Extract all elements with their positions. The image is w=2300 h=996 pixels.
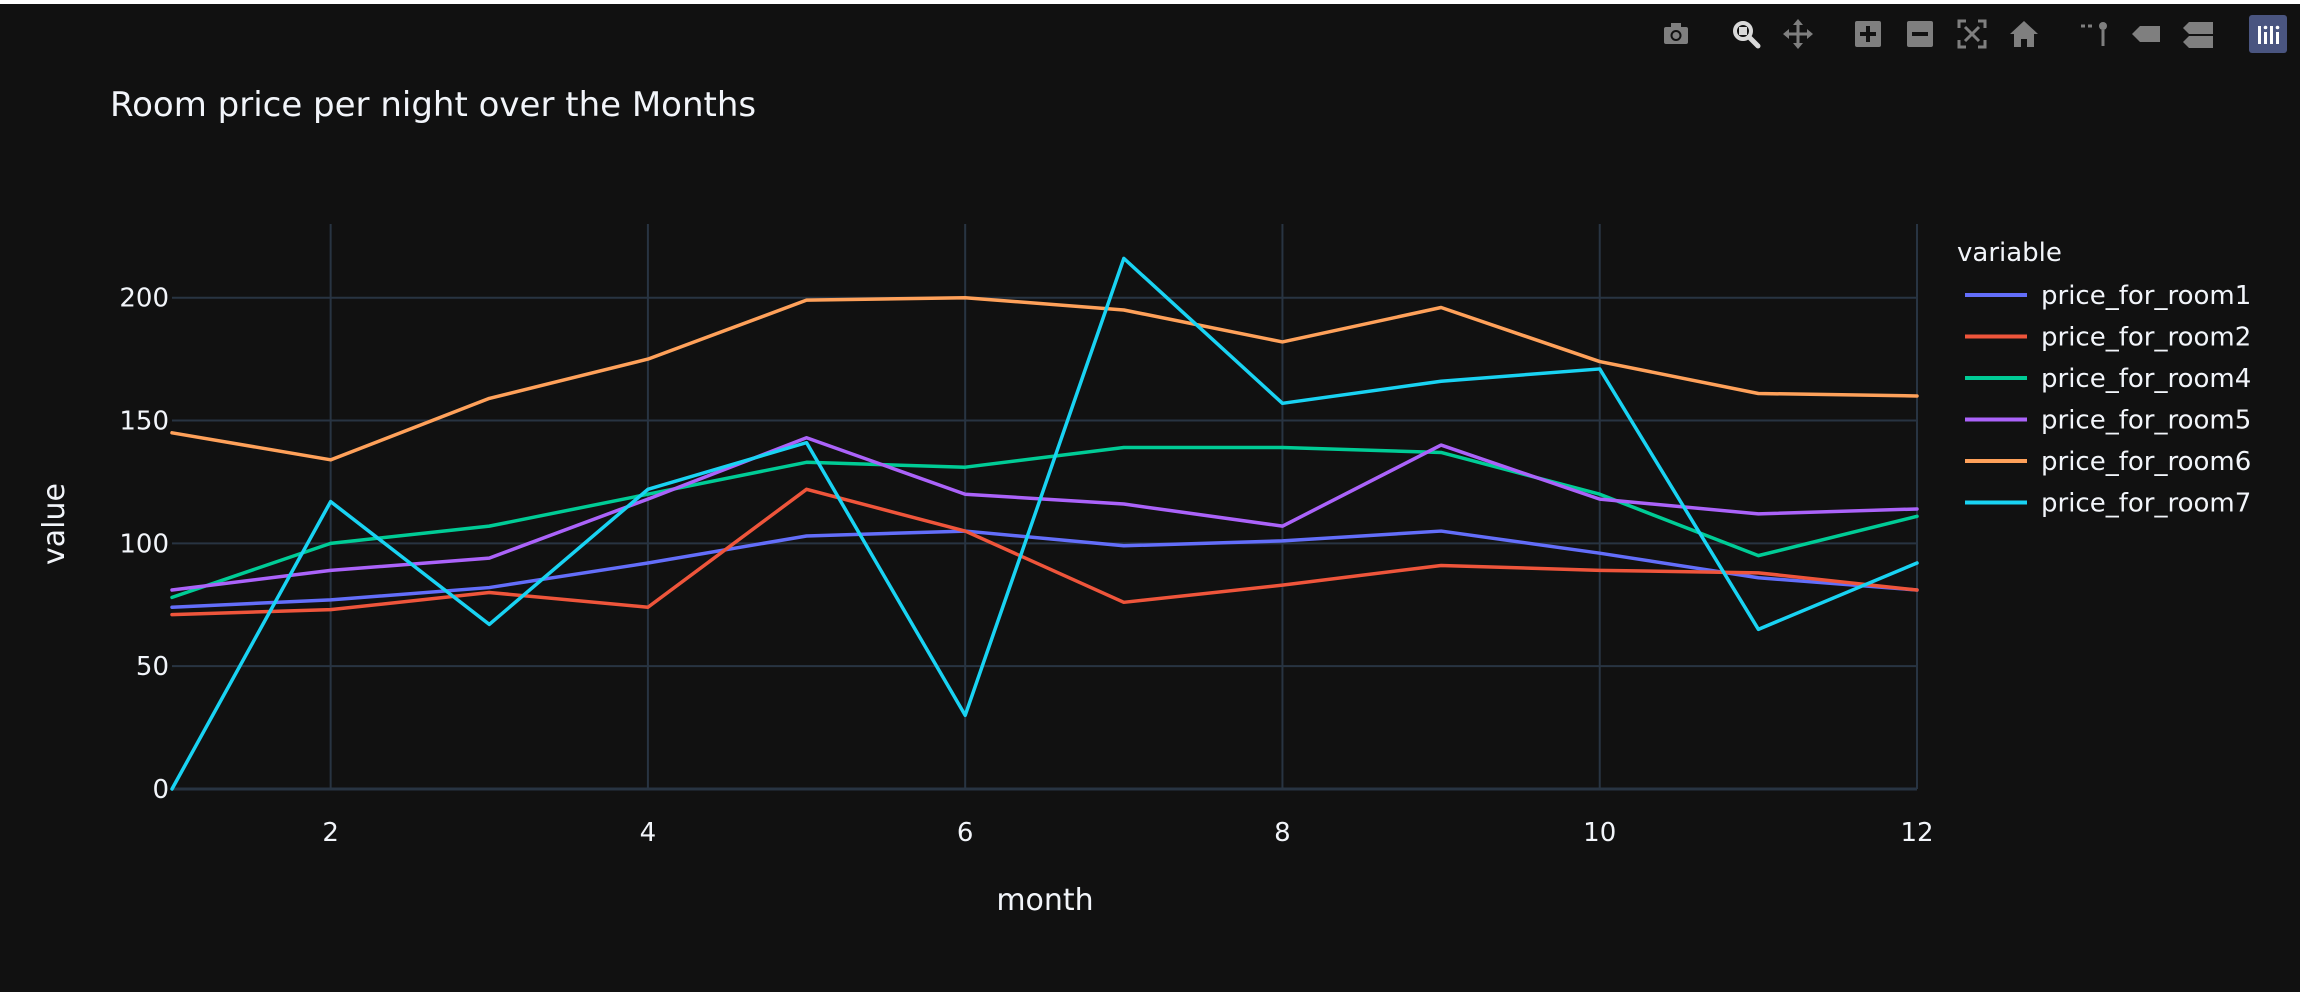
- spike-lines-icon: [2076, 16, 2112, 52]
- x-tick-label: 2: [322, 818, 339, 848]
- legend-label: price_for_room4: [2041, 364, 2251, 394]
- y-tick-label: 200: [119, 284, 169, 314]
- legend-label: price_for_room1: [2041, 281, 2251, 311]
- grid-lines: [172, 224, 1917, 789]
- spike-lines-button[interactable]: [2075, 15, 2113, 53]
- pan-button[interactable]: [1779, 15, 1817, 53]
- zoom-out-button[interactable]: [1901, 15, 1939, 53]
- x-tick-label: 10: [1583, 818, 1616, 848]
- modebar-group: [1650, 15, 1702, 53]
- series-line-price_for_room4[interactable]: [172, 448, 1917, 598]
- hover-closest-button[interactable]: [2127, 15, 2165, 53]
- chart-title: Room price per night over the Months: [110, 85, 756, 125]
- zoom-out-icon: [1902, 16, 1938, 52]
- series-line-price_for_room6[interactable]: [172, 298, 1917, 460]
- legend-label: price_for_room6: [2041, 447, 2251, 477]
- plotly-logo-icon: [2250, 16, 2286, 52]
- y-axis-title: value: [37, 483, 72, 565]
- legend-label: price_for_room7: [2041, 489, 2251, 519]
- reset-axes-button[interactable]: [2005, 15, 2043, 53]
- legend-item-price_for_room7[interactable]: price_for_room7: [1965, 489, 2251, 519]
- legend-item-price_for_room2[interactable]: price_for_room2: [1965, 323, 2251, 353]
- plotly-logo-button[interactable]: [2249, 15, 2287, 53]
- zoom-button[interactable]: [1727, 15, 1765, 53]
- plot-area[interactable]: 2 4 6 8 10 12 0 50 100 150 200 Room price per nigh…: [0, 4, 2300, 992]
- series-line-price_for_room2[interactable]: [172, 489, 1917, 614]
- camera-icon: [1658, 16, 1694, 52]
- legend-label: price_for_room5: [2041, 406, 2251, 436]
- x-axis-title: month: [996, 883, 1093, 918]
- modebar: [1632, 14, 2294, 54]
- reset-axes-icon: [2006, 16, 2042, 52]
- hover-closest-icon: [2128, 16, 2164, 52]
- y-tick-label: 150: [119, 407, 169, 437]
- y-tick-label: 100: [119, 529, 169, 559]
- pan-icon: [1780, 16, 1816, 52]
- x-tick-label: 6: [957, 818, 974, 848]
- zoom-in-button[interactable]: [1849, 15, 1887, 53]
- x-tick-label: 12: [1900, 818, 1933, 848]
- series-line-price_for_room7[interactable]: [172, 258, 1917, 789]
- x-tick-label: 4: [640, 818, 657, 848]
- modebar-group: [2242, 15, 2294, 53]
- legend-item-price_for_room6[interactable]: price_for_room6: [1965, 447, 2251, 477]
- autoscale-button[interactable]: [1953, 15, 1991, 53]
- chart-container: 2 4 6 8 10 12 0 50 100 150 200 Room price per nigh…: [0, 4, 2300, 992]
- zoom-in-icon: [1850, 16, 1886, 52]
- modebar-group: [1842, 15, 2050, 53]
- y-tick-label: 0: [152, 775, 169, 805]
- legend-title: variable: [1957, 238, 2062, 268]
- modebar-group: [1720, 15, 1824, 53]
- x-tick-label: 8: [1274, 818, 1291, 848]
- legend-item-price_for_room1[interactable]: price_for_room1: [1965, 281, 2251, 311]
- camera-button[interactable]: [1657, 15, 1695, 53]
- legend: variable price_for_room1 price_for_room2p…: [1957, 238, 2251, 519]
- modebar-group: [2068, 15, 2224, 53]
- zoom-icon: [1728, 16, 1764, 52]
- autoscale-icon: [1954, 16, 1990, 52]
- legend-label: price_for_room2: [2041, 323, 2251, 353]
- hover-compare-icon: [2180, 16, 2216, 52]
- legend-item-price_for_room5[interactable]: price_for_room5: [1965, 406, 2251, 436]
- y-tick-label: 50: [136, 652, 169, 682]
- series-lines: [172, 258, 1917, 789]
- legend-item-price_for_room4[interactable]: price_for_room4: [1965, 364, 2251, 394]
- hover-compare-button[interactable]: [2179, 15, 2217, 53]
